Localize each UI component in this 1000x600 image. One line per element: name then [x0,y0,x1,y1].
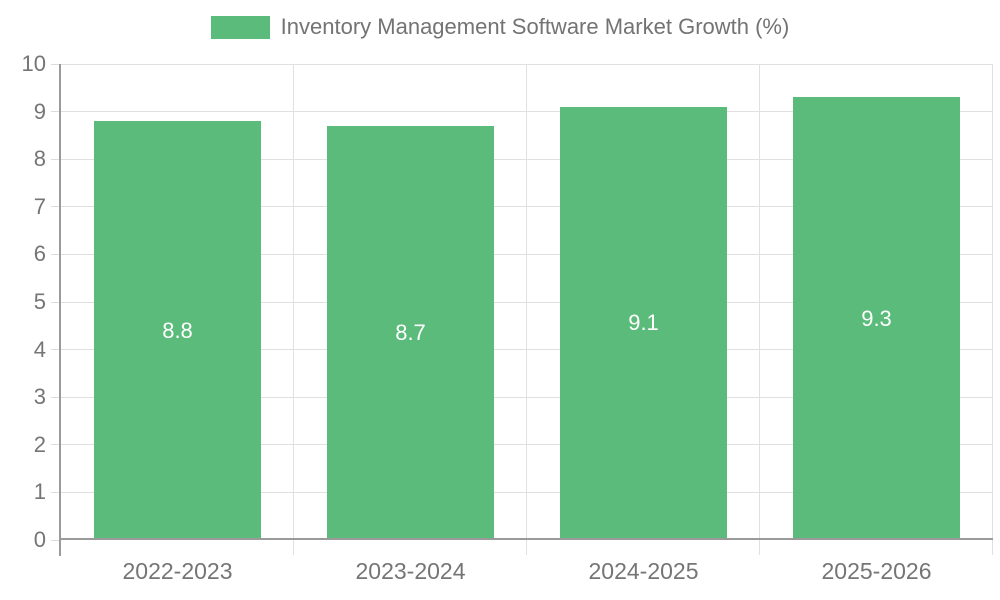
y-tick-label: 4 [33,336,46,362]
x-axis-line [61,538,993,540]
x-tick-label: 2024-2025 [588,558,699,584]
y-axis-tick [51,63,59,65]
gridline-horizontal [61,253,993,255]
y-axis-tick [51,491,59,493]
y-axis-tick [51,158,59,160]
legend-label: Inventory Management Software Market Gro… [280,14,790,39]
bar: 8.8 [94,121,261,540]
y-tick-label: 6 [33,241,46,267]
x-tick-label: 2025-2026 [821,558,932,584]
gridline-horizontal [61,111,993,113]
gridline-horizontal [61,301,993,303]
legend-swatch[interactable] [210,15,270,39]
y-tick-label: 0 [33,527,46,552]
y-axis-tick [51,253,59,255]
x-tick-label: 2022-2023 [122,558,233,584]
gridline-vertical [526,64,527,555]
gridline-horizontal [61,491,993,493]
gridline-vertical [992,64,993,555]
y-axis-tick [51,539,59,541]
y-axis-line [59,64,61,556]
bar-value-label: 9.3 [861,305,892,331]
chart-legend[interactable]: Inventory Management Software Market Gro… [0,14,1000,40]
y-tick-label: 5 [33,289,46,314]
y-axis-tick [51,349,59,351]
y-axis-tick [51,111,59,113]
gridline-vertical [759,64,760,555]
gridline-vertical [293,64,294,555]
gridline-horizontal [61,396,993,398]
y-axis-tick [51,444,59,446]
bar-value-label: 9.1 [628,310,659,336]
gridline-horizontal [61,63,993,65]
bar: 9.3 [793,97,960,540]
y-tick-label: 2 [33,431,46,457]
y-axis-tick [51,301,59,303]
y-tick-label: 7 [33,193,46,219]
y-tick-label: 8 [33,146,46,172]
plot-area: 8.8 8.7 9.1 9.3 2022-2023 2023-2024 2024-2025 2… [51,63,993,583]
y-tick-label: 1 [33,479,46,505]
x-tick-label: 2023-2024 [355,558,466,584]
gridline-horizontal [61,444,993,446]
y-axis-tick [51,396,59,398]
gridline-horizontal [61,349,993,351]
gridline-horizontal [61,158,993,160]
gridline-horizontal [61,206,993,208]
bar-value-label: 8.8 [162,317,193,343]
bar: 8.7 [327,125,494,540]
bar: 9.1 [560,106,727,540]
y-tick-label: 10 [21,51,46,76]
bar-value-label: 8.7 [395,319,426,345]
y-axis-tick [51,206,59,208]
y-tick-label: 3 [33,384,46,410]
y-tick-label: 9 [33,98,46,124]
